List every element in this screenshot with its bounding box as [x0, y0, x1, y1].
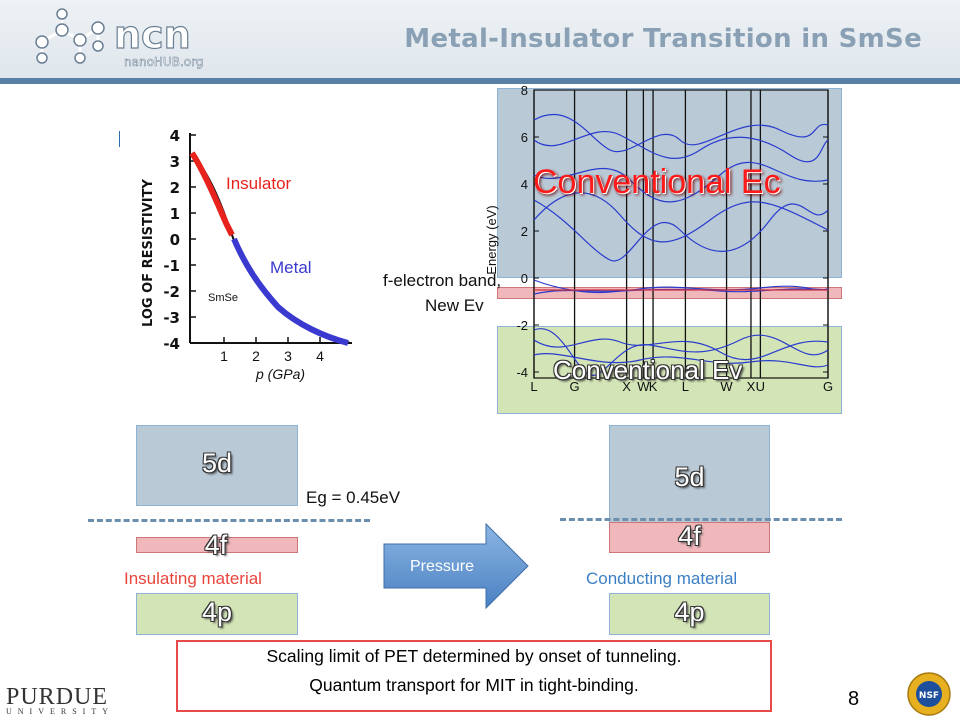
resistivity-plot: LOG OF RESISTIVITY 4 3 2 1 0 -1 -2 -3 -4 1 2 3 4 In…: [141, 127, 352, 382]
purdue-university: UNIVERSITY: [6, 707, 114, 716]
metal-label: Metal: [270, 258, 312, 277]
conduction-band-region: [497, 88, 842, 278]
resistivity-xlabel: p (GPa): [255, 366, 305, 382]
left-5d-label: 5d: [201, 448, 233, 478]
band-k-label: L: [682, 379, 689, 394]
band-ytick: 6: [521, 130, 528, 145]
band-k-label: X: [747, 379, 756, 394]
purdue-logo: PURDUE UNIVERSITY: [6, 684, 114, 716]
right-4p-label: 4p: [674, 597, 705, 627]
right-5d-label: 5d: [674, 462, 705, 492]
summary-line-2: Quantum transport for MIT in tight-bindi…: [309, 675, 639, 695]
marker-line: [119, 131, 120, 147]
resistivity-xtick: 1: [220, 348, 228, 364]
resistivity-ytick: 0: [170, 231, 180, 249]
slide-title: Metal-Insulator Transition in SmSe: [404, 24, 922, 54]
band-k-label: X: [622, 379, 631, 394]
gap-label: Eg = 0.45eV: [306, 488, 401, 507]
conducting-caption: Conducting material: [586, 569, 738, 588]
left-5d-box: 5d: [136, 425, 298, 506]
resistivity-ytick: 4: [170, 127, 180, 145]
resistivity-ytick: -1: [163, 257, 180, 275]
left-fermi-line: [88, 519, 370, 522]
resistivity-ytick: 1: [170, 205, 180, 223]
summary-line-1: Scaling limit of PET determined by onset…: [266, 646, 682, 666]
valence-band-region: [497, 326, 842, 414]
header-divider: [0, 78, 960, 84]
f-band-label-line1: f-electron band,: [383, 271, 502, 290]
logo-subtext: nanoHUB.org: [124, 55, 203, 69]
band-k-label: K: [649, 379, 658, 394]
conventional-ec-label: Conventional Ec: [533, 163, 781, 201]
pressure-label: Pressure: [410, 558, 474, 575]
ncn-logo: ncn nanoHUB.org: [35, 8, 204, 69]
band-k-label: G: [823, 379, 833, 394]
nsf-text: NSF: [919, 691, 939, 701]
insulating-caption: Insulating material: [124, 569, 262, 588]
right-fermi-line: [560, 518, 842, 521]
band-k-label: W: [637, 379, 650, 394]
slide-header: ncn nanoHUB.org Metal-Insulator Transiti…: [0, 0, 960, 78]
resistivity-ytick: -2: [163, 283, 180, 301]
left-4p-box: 4p: [136, 593, 298, 635]
band-k-label: G: [570, 379, 580, 394]
band-ytick: 2: [521, 224, 528, 239]
logo-text: ncn: [114, 13, 191, 57]
right-4p-box: 4p: [609, 593, 770, 635]
metal-curve: [231, 237, 349, 346]
band-ytick: 4: [521, 177, 528, 192]
nsf-logo: NSF: [907, 672, 951, 716]
resistivity-ylabel: LOG OF RESISTIVITY: [141, 178, 156, 326]
material-label: SmSe: [208, 292, 238, 304]
band-ytick: -4: [516, 365, 528, 380]
page-number: 8: [848, 688, 860, 710]
band-ylabel: Energy (eV): [484, 205, 499, 274]
resistivity-ytick: 3: [170, 153, 180, 171]
band-ytick: -2: [516, 318, 528, 333]
right-4f-label: 4f: [678, 521, 701, 551]
left-4p-label: 4p: [201, 597, 233, 627]
purdue-wordmark: PURDUE: [6, 684, 109, 710]
band-ytick: 0: [521, 271, 528, 286]
insulator-label: Insulator: [226, 174, 292, 193]
left-4f-label: 4f: [204, 530, 228, 560]
f-band-label-line2: New Ev: [425, 296, 484, 315]
resistivity-ytick: -3: [163, 309, 180, 327]
resistivity-xtick: 3: [284, 348, 292, 364]
band-ytick: 8: [521, 83, 528, 98]
right-4f-box: 4f: [609, 521, 770, 553]
left-4f-box: [136, 537, 298, 553]
insulator-curve: [189, 151, 235, 237]
band-k-label: U: [756, 379, 765, 394]
summary-box: Scaling limit of PET determined by onset…: [176, 640, 772, 712]
band-k-label: L: [530, 379, 537, 394]
band-k-label: W: [720, 379, 733, 394]
conventional-ev-label: Conventional Ev: [553, 355, 743, 385]
pressure-arrow: Pressure: [383, 522, 529, 610]
resistivity-ytick: -4: [163, 335, 180, 353]
right-5d-box: 5d: [609, 425, 770, 523]
resistivity-xtick: 2: [252, 348, 260, 364]
resistivity-ytick: 2: [170, 179, 180, 197]
resistivity-xtick: 4: [316, 348, 324, 364]
